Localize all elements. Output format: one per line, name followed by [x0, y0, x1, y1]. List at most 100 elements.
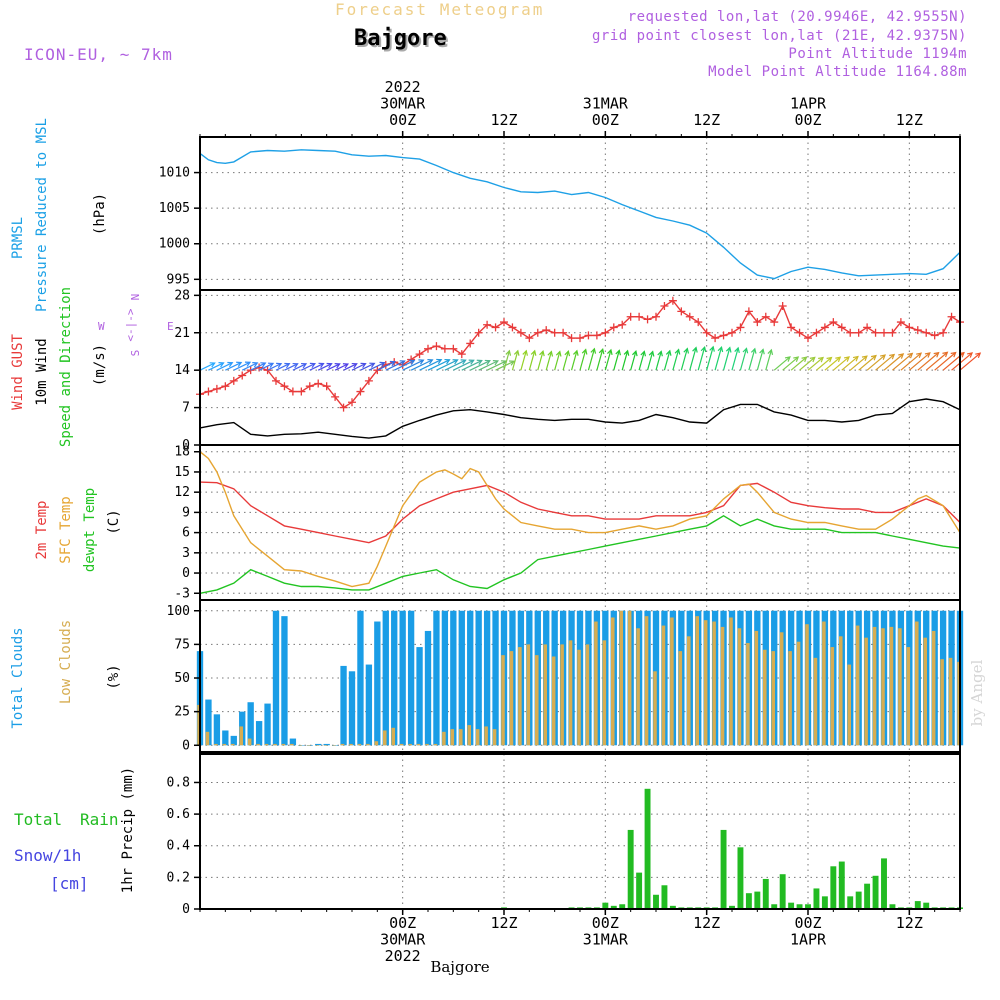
wind-arrow-head [975, 352, 982, 359]
credit-text: by Angel [968, 659, 986, 726]
bar-total-rain [729, 905, 735, 909]
bar-low-clouds [281, 743, 286, 746]
wind-arrow [765, 349, 772, 371]
gust-marker [500, 318, 508, 327]
wind-arrow [545, 351, 552, 371]
wind-arrow [816, 357, 832, 371]
wind-arrow-head [484, 359, 491, 366]
wind-arrow-head [334, 363, 341, 369]
wind-arrow-head [793, 356, 800, 362]
bar-total-clouds [391, 610, 398, 746]
gust-marker [356, 387, 365, 396]
wind-arrow [453, 359, 474, 371]
wind-arrow-head [260, 362, 267, 368]
gust-marker [660, 302, 669, 311]
cloud-unit: (%) [106, 664, 122, 689]
gust-marker [424, 344, 432, 353]
bottom-time-label: 12Z [490, 914, 517, 932]
wind-arrow [368, 362, 385, 371]
bar-total-rain [914, 901, 921, 909]
wind-speed-direction-label: Speed and Direction [58, 287, 74, 447]
y-tick-label: 15 [174, 465, 190, 480]
bottom-time-label: 30MAR [380, 931, 426, 949]
gust-marker [238, 371, 247, 380]
wind-arrow [883, 353, 904, 371]
bar-total-rain [653, 894, 659, 909]
wind-arrow [680, 348, 688, 371]
bar-low-clouds [247, 738, 252, 746]
bar-low-clouds [653, 671, 657, 746]
bar-total-rain [889, 904, 896, 909]
bar-low-clouds [661, 625, 666, 746]
bar-total-clouds [340, 665, 347, 746]
wind-arrow-head [505, 349, 512, 356]
wind-arrow [275, 363, 290, 371]
wind-arrow [351, 363, 366, 371]
top-title: Forecast Meteogram [335, 0, 545, 19]
wind-arrow-head [292, 362, 299, 369]
bottom-time-label: 2022 [385, 947, 421, 965]
wind-arrow [478, 360, 499, 371]
bar-total-clouds [424, 630, 432, 746]
gust-marker [272, 376, 280, 385]
y-tick-label: 0.8 [167, 775, 190, 790]
wind-arrow-head [950, 351, 957, 358]
low-clouds-label: Low Clouds [58, 620, 74, 704]
bar-total-rain [796, 904, 803, 909]
gust-marker [880, 328, 888, 337]
y-tick-label: 9 [182, 505, 190, 520]
wind-arrow [537, 351, 544, 371]
wind-arrow [875, 354, 895, 371]
gust-marker [331, 392, 340, 401]
top-time-label: 12Z [693, 111, 720, 129]
wind-arrow [233, 361, 251, 371]
wind-arrow [866, 354, 886, 371]
gust-marker [373, 366, 382, 375]
gust-marker [939, 328, 948, 337]
bottom-time-label: 00Z [389, 914, 416, 932]
gust-marker [795, 328, 804, 337]
gust-marker [702, 328, 711, 337]
wind-arrow [663, 350, 671, 371]
gust-marker [804, 334, 812, 343]
model-altitude: Model Point Altitude 1164.88m [708, 64, 967, 80]
wind-arrow [461, 359, 483, 371]
bar-low-clouds [577, 649, 581, 746]
bar-low-clouds [594, 621, 598, 746]
bar-total-rain [669, 905, 676, 909]
wind-arrow [646, 351, 654, 371]
gust-marker [550, 328, 559, 337]
y-tick-label: 0 [182, 438, 190, 453]
wind-arrow-head [924, 352, 931, 358]
wind-arrow [790, 356, 807, 371]
wind-arrow [301, 363, 316, 371]
bar-low-clouds [889, 626, 894, 746]
gust-marker [719, 331, 728, 340]
bar-total-rain [762, 878, 769, 909]
gust-marker [204, 387, 213, 396]
bar-low-clouds [813, 657, 818, 746]
gust-marker [415, 350, 424, 359]
bar-low-clouds [923, 637, 927, 746]
gust-marker [221, 382, 230, 391]
wind-arrow-head [444, 358, 451, 365]
gust-marker [820, 323, 829, 332]
bar-total-rain [771, 904, 778, 909]
wind-arrow-head [342, 363, 350, 369]
bar-low-clouds [425, 743, 429, 746]
bar-low-clouds [822, 621, 826, 746]
bar-total-clouds [222, 730, 229, 746]
wind-arrow [638, 351, 645, 371]
wind-arrow [343, 363, 357, 371]
wind-arrow [377, 361, 396, 371]
wind-arrow [858, 355, 877, 371]
wind-arrow-head [826, 356, 833, 363]
bar-total-clouds [289, 738, 297, 746]
y-tick-label: 18 [174, 445, 190, 460]
bar-total-rain [636, 872, 643, 909]
gust-marker [457, 350, 466, 359]
bar-total-rain [838, 861, 845, 909]
bar-low-clouds [847, 664, 851, 746]
gust-marker [280, 382, 289, 391]
bar-total-clouds [433, 610, 440, 746]
